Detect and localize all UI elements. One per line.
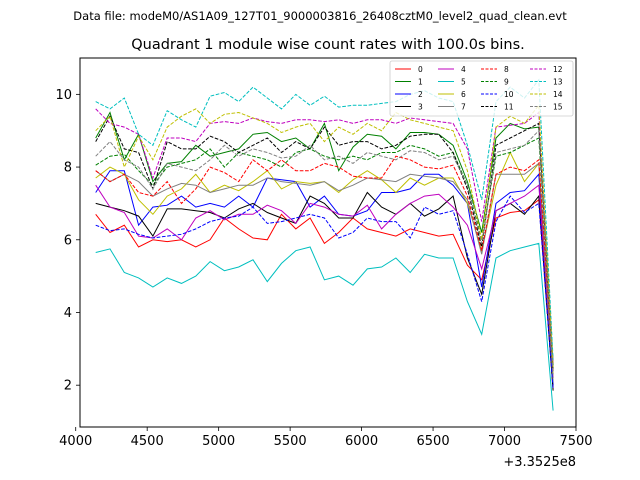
legend-label-12: 12 xyxy=(553,65,563,74)
y-tick-label: 2 xyxy=(64,379,72,394)
legend-label-10: 10 xyxy=(504,90,514,99)
legend-label-6: 6 xyxy=(461,90,466,99)
x-tick-label: 5500 xyxy=(274,434,307,449)
legend-label-4: 4 xyxy=(461,65,466,74)
x-axis-offset-label: +3.3525e8 xyxy=(503,455,576,470)
legend-label-13: 13 xyxy=(553,78,563,87)
x-tick-label: 7500 xyxy=(559,434,592,449)
series-line-0 xyxy=(95,198,554,389)
series-line-5 xyxy=(95,242,554,411)
axes-layer: 4000 4500 5000 5500 6000 6500 7000 7500 2 4 6 8 10 xyxy=(55,88,592,449)
series-line-13 xyxy=(95,78,554,360)
plot-frame xyxy=(79,57,577,428)
series-line-6 xyxy=(95,151,554,375)
legend-label-11: 11 xyxy=(504,103,514,112)
x-tick-label: 7000 xyxy=(488,434,521,449)
series-line-14 xyxy=(95,103,554,368)
series-line-9 xyxy=(95,137,554,368)
series-line-11 xyxy=(95,115,554,371)
series-layer xyxy=(95,78,554,411)
series-line-2 xyxy=(95,170,554,386)
series-line-8 xyxy=(95,155,554,371)
series-line-12 xyxy=(95,108,554,364)
legend-label-3: 3 xyxy=(418,103,423,112)
series-line-10 xyxy=(95,195,554,389)
chart-title: Quadrant 1 module wise count rates with … xyxy=(131,37,525,53)
y-tick-label: 10 xyxy=(55,88,72,103)
y-tick-label: 4 xyxy=(64,306,72,321)
legend-label-5: 5 xyxy=(461,78,466,87)
legend-label-7: 7 xyxy=(461,103,466,112)
x-tick-label: 6000 xyxy=(345,434,378,449)
chart-suptitle: Data file: modeM0/AS1A09_127T01_90000038… xyxy=(73,9,567,23)
legend-label-14: 14 xyxy=(553,90,563,99)
legend-label-15: 15 xyxy=(553,103,563,112)
legend-label-2: 2 xyxy=(418,90,423,99)
x-tick-label: 4500 xyxy=(131,434,164,449)
y-tick-label: 8 xyxy=(64,161,72,176)
x-tick-label: 4000 xyxy=(59,434,92,449)
x-tick-label: 6500 xyxy=(417,434,450,449)
y-tick-label: 6 xyxy=(64,233,72,248)
series-line-3 xyxy=(95,191,554,391)
x-tick-label: 5000 xyxy=(202,434,235,449)
legend-label-1: 1 xyxy=(418,78,423,87)
legend-label-9: 9 xyxy=(504,78,509,87)
legend-label-8: 8 xyxy=(504,65,509,74)
legend-label-0: 0 xyxy=(418,65,423,74)
series-line-4 xyxy=(95,184,554,378)
series-line-7 xyxy=(95,162,554,382)
series-line-15 xyxy=(95,129,554,375)
legend-box xyxy=(389,60,574,117)
